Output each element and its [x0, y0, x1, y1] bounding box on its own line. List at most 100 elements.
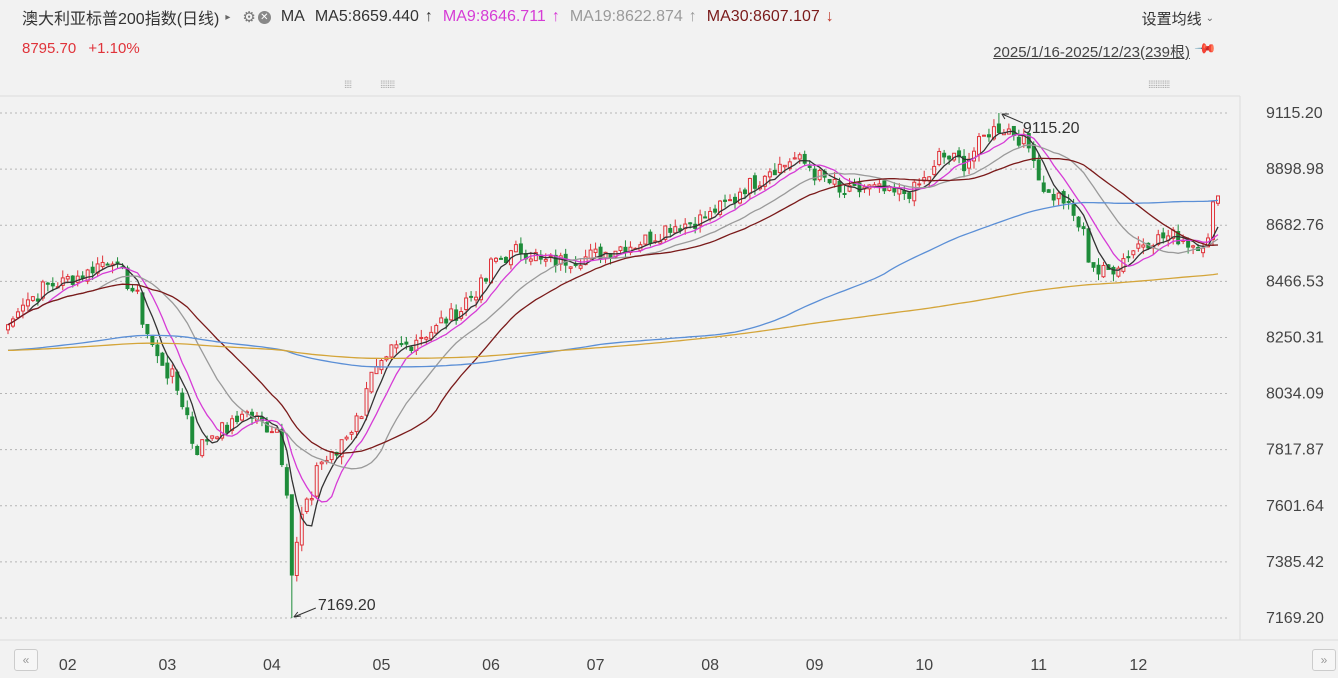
candle-body	[852, 183, 857, 186]
candle-body	[927, 176, 932, 181]
candle-body	[70, 275, 75, 285]
candle-body	[533, 252, 538, 262]
candle-body	[190, 416, 195, 444]
candle-body	[399, 343, 404, 346]
chart-header: 澳大利亚标普200指数(日线) ▸ ⚙ ✕ MA MA5:8659.440 ↑ M…	[0, 0, 1338, 66]
candle-body	[1176, 231, 1181, 245]
scroll-right-button[interactable]: »	[1312, 649, 1336, 671]
candle-body	[1141, 244, 1146, 248]
candle-body	[628, 246, 633, 254]
y-tick-label: 8466.53	[1266, 273, 1324, 290]
candle-body	[269, 431, 274, 434]
ma-settings-button[interactable]: 设置均线 ⌄	[1142, 8, 1214, 29]
candle-body	[703, 216, 708, 219]
candle-body	[279, 428, 284, 466]
event-marker-icon[interactable]: ⁞⁞⁞⁞⁞⁞⁞⁞⁞⁞⁞⁞	[1148, 80, 1170, 91]
event-marker-icon[interactable]: ⁞⁞⁞⁞⁞⁞⁞⁞	[380, 80, 395, 91]
candle-body	[170, 368, 175, 377]
date-range-link[interactable]: 2025/1/16-2025/12/23(239根)	[993, 44, 1190, 61]
candle-body	[1211, 201, 1216, 240]
x-tick-label: 08	[701, 657, 719, 674]
candle-body	[593, 248, 598, 254]
candle-body	[349, 431, 354, 435]
candle-body	[827, 178, 832, 184]
gear-icon[interactable]: ⚙	[242, 9, 256, 26]
candle-body	[30, 296, 35, 301]
candle-body	[1041, 182, 1046, 192]
candle-body	[235, 415, 240, 423]
candle-body	[155, 344, 160, 357]
candle-body	[543, 258, 548, 262]
candle-body	[1036, 159, 1041, 181]
x-tick-label: 03	[158, 657, 176, 674]
candle-body	[374, 366, 379, 375]
ma30-value: MA30:8607.107	[706, 8, 820, 25]
candle-body	[742, 189, 747, 195]
candle-body	[444, 318, 449, 324]
y-tick-label: 7169.20	[1266, 610, 1324, 627]
candle-body	[947, 155, 952, 160]
candle-body	[309, 498, 314, 501]
close-icon[interactable]: ✕	[257, 10, 271, 24]
candle-body	[479, 277, 484, 301]
candle-body	[25, 299, 30, 307]
low-annotation: 7169.20	[318, 597, 376, 614]
candle-body	[439, 317, 444, 324]
ma30-arrow-icon: ↓	[825, 8, 834, 25]
candle-body	[528, 258, 533, 262]
ma30-line	[7, 157, 1219, 455]
candle-body	[1091, 262, 1096, 268]
candle-body	[274, 428, 279, 433]
candle-body	[981, 134, 986, 137]
candle-body	[937, 150, 942, 166]
candle-body	[200, 439, 205, 457]
candle-body	[812, 168, 817, 181]
candle-body	[986, 134, 991, 138]
low-arrow	[293, 607, 317, 618]
x-tick-label: 09	[806, 657, 824, 674]
candle-body	[976, 136, 981, 155]
candle-body	[503, 256, 508, 264]
candle-body	[1061, 191, 1066, 204]
candle-body	[160, 352, 165, 366]
x-tick-label: 05	[373, 657, 391, 674]
candle-body	[100, 261, 105, 268]
candle-body	[230, 418, 235, 431]
x-tick-label: 06	[482, 657, 500, 674]
candle-body	[772, 169, 777, 176]
last-price: 8795.70	[22, 40, 77, 57]
candle-body	[220, 422, 225, 439]
candle-body	[319, 461, 324, 465]
chart-title: 澳大利亚标普200指数(日线)	[22, 11, 220, 28]
candle-body	[996, 123, 1001, 133]
candle-body	[1116, 267, 1121, 277]
candle-body	[513, 244, 518, 253]
scroll-left-button[interactable]: «	[14, 649, 38, 671]
indicator-label: MA	[280, 8, 305, 25]
candle-body	[419, 336, 424, 340]
x-tick-label: 11	[1030, 657, 1047, 674]
candle-body	[215, 436, 220, 440]
ma9-line	[7, 133, 1219, 503]
candle-body	[45, 282, 50, 285]
candle-body	[294, 541, 299, 577]
candle-body	[195, 445, 200, 456]
ma19-value: MA19:8622.874	[569, 8, 683, 25]
ma-long-line	[7, 199, 1219, 368]
candle-body	[942, 152, 947, 158]
ma19-line	[7, 144, 1219, 470]
candle-body	[1051, 193, 1056, 201]
candle-body	[767, 171, 772, 178]
ma9-arrow-icon: ↑	[551, 8, 560, 25]
price-change: +1.10%	[88, 40, 140, 57]
candle-body	[648, 231, 653, 244]
candle-body	[832, 178, 837, 185]
y-tick-label: 8898.98	[1266, 161, 1324, 178]
x-tick-label: 04	[263, 657, 281, 674]
candle-body	[1131, 250, 1136, 256]
title-caret-icon[interactable]: ▸	[225, 11, 231, 23]
candle-body	[728, 199, 733, 202]
candle-body	[60, 277, 65, 286]
event-marker-icon[interactable]: ⁞⁞⁞⁞	[344, 80, 352, 91]
